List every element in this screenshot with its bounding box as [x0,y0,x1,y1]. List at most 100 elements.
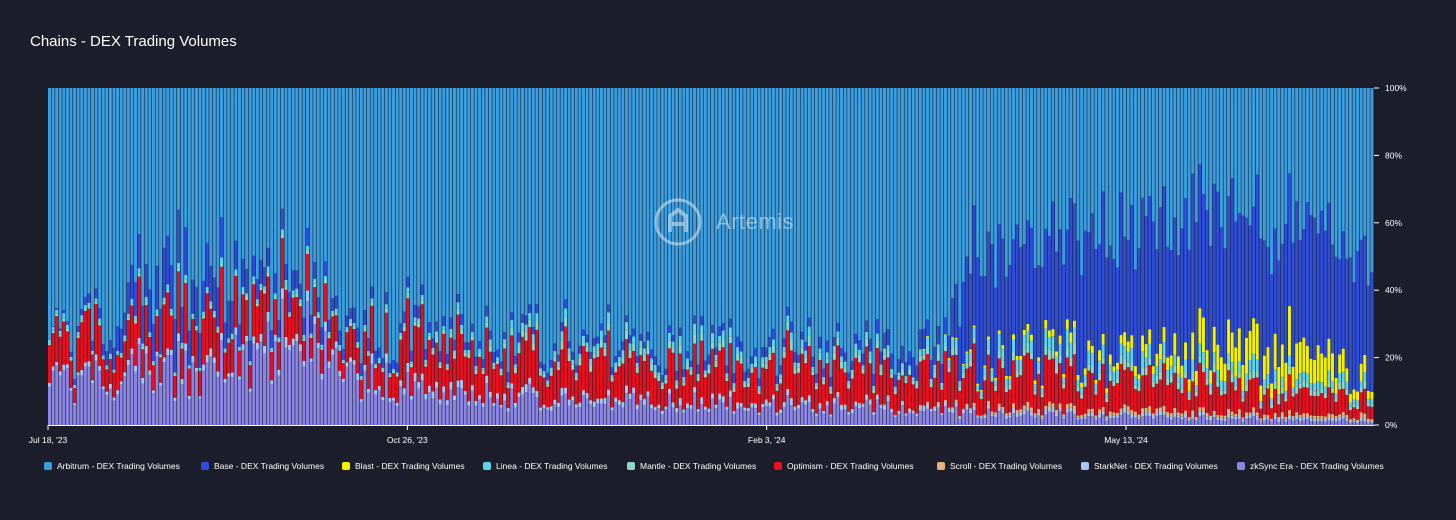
legend-item[interactable]: Base - DEX Trading Volumes [201,461,324,471]
bar-segment-mantle [212,314,216,318]
bar-segment-optimism [754,367,757,404]
bar-segment-linea [1302,371,1306,380]
legend-item[interactable]: Optimism - DEX Trading Volumes [774,461,914,471]
bar-segment-scroll [1051,403,1055,409]
bar-segment-starknet [929,409,933,412]
bar-segment-zksync-era [503,400,507,425]
bar-segment-mantle [642,354,646,361]
legend-item[interactable]: zkSync Era - DEX Trading Volumes [1237,461,1384,471]
bar-segment-mantle [1234,385,1238,391]
bar-segment-starknet [1194,419,1198,421]
bar-segment-zksync-era [972,410,976,425]
bar-segment-mantle [689,371,693,375]
legend-item[interactable]: Mantle - DEX Trading Volumes [627,461,756,471]
bar-segment-blast [1026,323,1030,331]
bar-segment-scroll [764,399,768,401]
bar-segment-mantle [1033,390,1037,395]
bar-segment-arbitrum [234,88,238,241]
bar-segment-zksync-era [771,399,775,425]
bar-segment-blast [972,325,976,328]
bar-segment-base [900,345,904,364]
legend-item[interactable]: Scroll - DEX Trading Volumes [937,461,1062,471]
bar-segment-arbitrum [409,88,413,351]
bar-segment-base [1248,225,1252,331]
bar-segment-mantle [349,322,353,327]
bar-segment-scroll [671,402,675,403]
bar-segment-zksync-era [607,395,611,425]
bar-segment-starknet [1320,418,1324,421]
bar-segment-zksync-era [352,364,356,425]
bar-segment-linea [245,293,249,297]
bar-segment-blast [1040,385,1044,389]
bar-segment-zksync-era [1008,417,1012,425]
bar-segment-mantle [277,339,281,343]
y-tick-label: 40% [1385,285,1402,295]
bar-segment-mantle [1047,350,1051,360]
bar-segment-linea [108,353,112,357]
bar-segment-scroll [861,403,865,405]
bar-segment-mantle [560,340,564,350]
bar-segment-mantle [592,353,596,359]
bar-segment-linea [854,343,858,351]
bar-segment-optimism [1055,373,1059,410]
bar-segment-base [1076,240,1080,375]
bar-segment-scroll [1241,417,1245,420]
bar-segment-optimism [108,358,112,384]
bar-segment-optimism [614,372,618,398]
bar-segment-zksync-era [298,351,302,425]
bar-segment-zksync-era [940,415,944,425]
bar-segment-arbitrum [492,88,496,353]
bar-segment-zksync-era [1223,420,1227,425]
bar-segment-blast [1259,385,1263,402]
bar-segment-arbitrum [402,88,406,312]
bar-segment-blast [1194,370,1198,386]
bar-segment-mantle [1270,404,1274,409]
bar-segment-arbitrum [1015,88,1019,225]
bar-segment-linea [754,356,757,363]
bar-segment-optimism [277,342,281,370]
bar-segment-base [961,281,965,364]
bar-segment-starknet [535,391,539,398]
bar-segment-starknet [1284,419,1288,422]
bar-segment-scroll [779,409,783,410]
bar-segment-starknet [721,396,725,403]
bar-segment-optimism [1366,406,1370,419]
bar-segment-optimism [155,316,159,352]
bar-segment-scroll [1194,416,1198,420]
bar-segment-linea [707,364,711,369]
bar-segment-blast [1022,329,1026,336]
bar-segment-mantle [166,289,170,293]
bar-segment-starknet [148,370,152,375]
legend-item[interactable]: StarkNet - DEX Trading Volumes [1081,461,1218,471]
bar-segment-scroll [1227,408,1231,414]
bar-segment-scroll [1158,407,1162,412]
bar-segment-mantle [266,272,270,277]
bar-segment-base [1062,264,1066,374]
bar-segment-starknet [915,414,919,417]
bar-segment-optimism [1101,363,1105,407]
bar-segment-zksync-era [1323,421,1327,425]
legend-item[interactable]: Arbitrum - DEX Trading Volumes [44,461,180,471]
bar-segment-linea [177,262,180,269]
bar-segment-optimism [1115,383,1119,413]
bar-segment-optimism [141,349,145,378]
bar-segment-zksync-era [123,376,127,425]
bar-segment-optimism [879,375,883,405]
bar-segment-linea [857,349,861,355]
bar-segment-base [1280,243,1284,345]
legend-item[interactable]: Linea - DEX Trading Volumes [483,461,608,471]
bar-segment-scroll [986,400,990,405]
bar-segment-zksync-era [897,413,901,425]
bar-segment-optimism [621,363,625,402]
bar-segment-linea [1320,382,1324,389]
bar-segment-linea [983,367,987,375]
bar-segment-optimism [288,316,292,345]
bar-segment-linea [259,283,263,288]
bar-segment-starknet [886,396,890,402]
bar-segment-arbitrum [51,88,55,327]
bar-segment-blast [943,334,947,336]
bar-segment-mantle [1287,365,1291,375]
bar-segment-mantle [1137,387,1141,391]
bar-segment-arbitrum [811,88,815,357]
legend-item[interactable]: Blast - DEX Trading Volumes [342,461,465,471]
